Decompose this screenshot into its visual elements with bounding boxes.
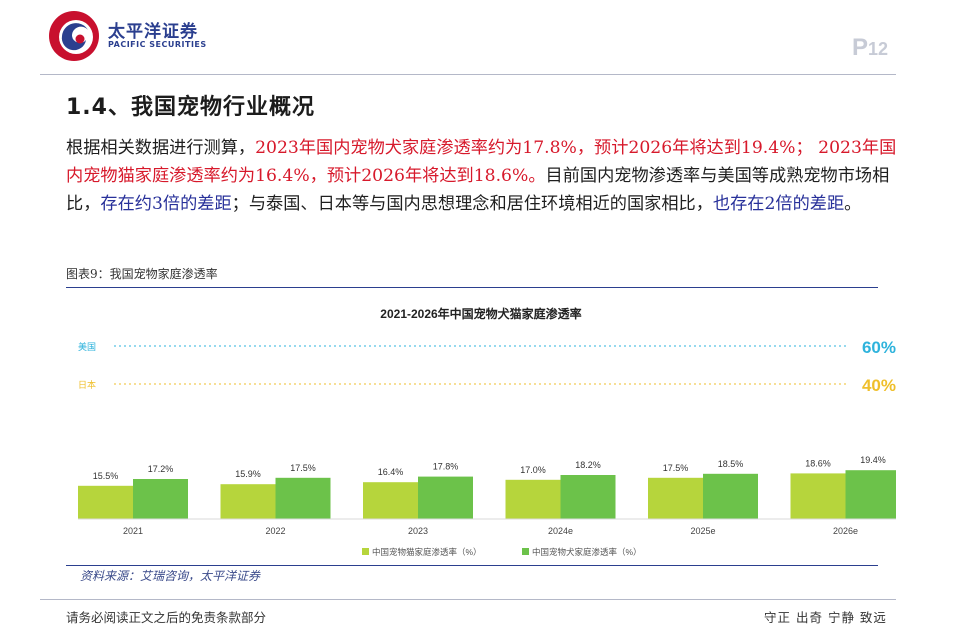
x-tick-2026e: 2026e [833, 526, 858, 536]
legend-swatch-cat [362, 548, 369, 555]
para-gap-japan: 也存在2倍的差距 [712, 194, 845, 214]
para-dog-penetration: 2023年国内宠物犬家庭渗透率约为17.8%，预计2026年将达到19.4%； [255, 138, 813, 158]
pacific-securities-logo [49, 11, 99, 61]
footer-disclaimer: 请务必阅读正文之后的免责条款部分 [66, 610, 267, 625]
chart-legend: 中国宠物猫家庭渗透率（%） 中国宠物犬家庭渗透率（%） [362, 547, 642, 557]
data-source: 资料来源：艾瑞咨询，太平洋证券 [80, 569, 261, 583]
ref-label-usa: 美国 [78, 341, 96, 352]
x-tick-2025e: 2025e [690, 526, 715, 536]
company-name-en: PACIFIC SECURITIES [108, 40, 207, 49]
ref-label-japan: 日本 [78, 379, 96, 390]
bar-label-cat-2021: 15.5% [93, 471, 119, 481]
bar-label-cat-2023: 16.4% [378, 467, 404, 477]
body-paragraph: 根据相关数据进行测算，2023年国内宠物犬家庭渗透率约为17.8%，预计2026… [66, 134, 906, 218]
reference-lines: 美国 60% 日本 40% [78, 338, 896, 395]
bar-label-cat-2026e: 18.6% [805, 458, 831, 468]
legend-label-dog: 中国宠物犬家庭渗透率（%） [532, 547, 642, 557]
bar-dog-2023 [418, 476, 473, 519]
bar-label-dog-2026e: 19.4% [860, 455, 886, 465]
bar-dog-2024e [560, 475, 616, 519]
page-number: P12 [852, 34, 888, 62]
para-s1: 根据相关数据进行测算， [66, 138, 256, 158]
bar-cat-2021 [78, 485, 133, 519]
x-tick-2023: 2023 [408, 526, 428, 536]
logo-emblem-icon [49, 11, 99, 61]
para-s4: 目前国内宠物渗透率与美国等成熟宠物市场相比， [66, 166, 890, 214]
figure-caption: 图表9：我国宠物家庭渗透率 [66, 267, 218, 281]
page-number-value: 12 [868, 39, 889, 59]
bar-label-dog-2025e: 18.5% [718, 459, 744, 469]
para-s6: ；与泰国、日本等与国内思想理念和居住环境相近的国家相比， [231, 194, 713, 214]
figure-bottom-divider [66, 565, 878, 566]
penetration-bar-chart: 2021-2026年中国宠物犬猫家庭渗透率 美国 60% 日本 40% 15.5% 17… [78, 306, 896, 557]
bar-dog-2021 [133, 479, 188, 519]
legend-label-cat: 中国宠物猫家庭渗透率（%） [372, 547, 482, 557]
chart-title: 2021-2026年中国宠物犬猫家庭渗透率 [380, 306, 581, 321]
ref-value-usa: 60% [862, 338, 896, 357]
bar-series [78, 470, 896, 519]
company-name: 太平洋证券 [108, 22, 198, 42]
bar-cat-2026e [790, 473, 846, 519]
bar-cat-2023 [363, 482, 418, 519]
bar-label-dog-2024e: 18.2% [575, 460, 601, 470]
bar-cat-2025e [648, 477, 703, 519]
legend-swatch-dog [522, 548, 529, 555]
ref-value-japan: 40% [862, 376, 896, 395]
para-cat-penetration: 2023年国内宠物猫家庭渗透率约为16.4%，预计2026年将达到18.6%。 [66, 138, 897, 186]
header-divider [40, 74, 896, 75]
bar-label-dog-2021: 17.2% [148, 464, 174, 474]
para-gap-usa: 存在约3倍的差距 [100, 194, 232, 214]
bar-label-dog-2023: 17.8% [433, 462, 459, 472]
bar-label-cat-2022: 15.9% [235, 469, 261, 479]
x-tick-labels: 2021 2022 2023 2024e 2025e 2026e [123, 526, 858, 536]
bar-label-cat-2025e: 17.5% [663, 463, 689, 473]
bar-dog-2026e [845, 470, 896, 519]
bar-label-dog-2022: 17.5% [290, 463, 316, 473]
bar-dog-2022 [275, 477, 331, 519]
x-tick-2024e: 2024e [548, 526, 573, 536]
x-tick-2022: 2022 [265, 526, 285, 536]
bar-cat-2022 [220, 484, 276, 519]
section-title: 1.4、我国宠物行业概况 [66, 95, 315, 120]
x-tick-2021: 2021 [123, 526, 143, 536]
figure-top-divider [66, 287, 878, 288]
para-end: 。 [844, 194, 862, 214]
bar-dog-2025e [703, 473, 758, 519]
footer-motto: 守正 出奇 宁静 致远 [764, 610, 887, 625]
bar-label-cat-2024e: 17.0% [520, 465, 546, 475]
bar-cat-2024e [505, 479, 561, 519]
page-prefix: P [852, 34, 869, 61]
bar-value-labels: 15.5% 17.2% 15.9% 17.5% 16.4% 17.8% 17.0% 18.2%… [93, 455, 886, 481]
footer-divider [40, 599, 896, 600]
